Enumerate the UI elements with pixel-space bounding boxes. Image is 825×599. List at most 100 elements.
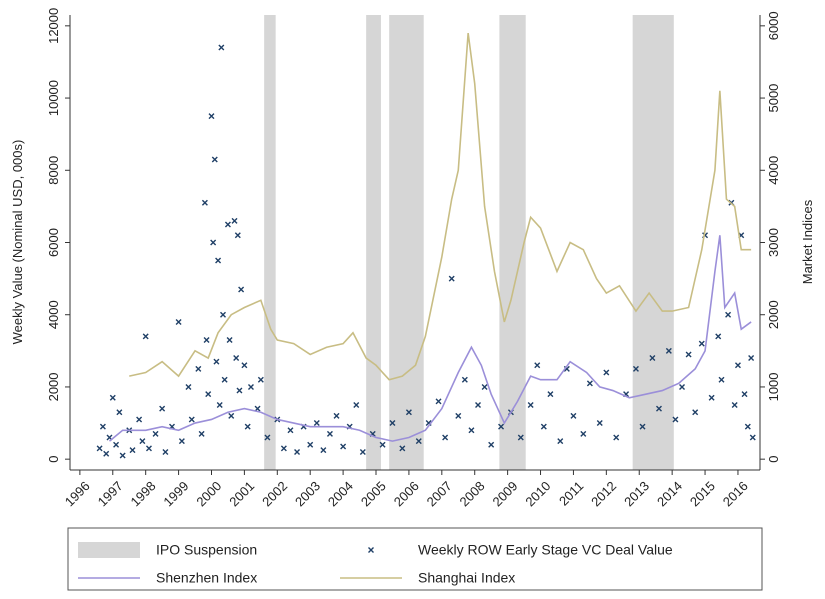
scatter-point	[734, 362, 741, 369]
scatter-point	[119, 452, 126, 459]
scatter-point	[632, 365, 639, 372]
scatter-point	[405, 409, 412, 416]
y-tick-label: 8000	[46, 156, 61, 185]
scatter-point	[326, 430, 333, 437]
ipo-suspension-band	[632, 15, 674, 470]
y2-tick-label: 4000	[766, 156, 781, 185]
scatter-point	[649, 355, 656, 362]
ipo-suspension-band	[499, 15, 526, 470]
plot-area	[264, 15, 674, 470]
y2-tick-label: 1000	[766, 372, 781, 401]
scatter-point	[455, 412, 462, 419]
scatter-point	[254, 405, 261, 412]
scatter-point	[749, 434, 756, 441]
scatter-point	[741, 391, 748, 398]
scatter-point	[748, 355, 755, 362]
scatter-point	[231, 217, 238, 224]
index-line	[129, 32, 752, 381]
y-axis-title: Weekly Value (Nominal USD, 000s)	[10, 140, 25, 345]
scatter-point	[399, 445, 406, 452]
scatter-point	[195, 365, 202, 372]
scatter-point	[116, 409, 123, 416]
scatter-point	[679, 383, 686, 390]
scatter-point	[103, 450, 110, 457]
y2-axis-title: Market Indices	[800, 199, 815, 284]
scatter-point	[435, 398, 442, 405]
scatter-point	[257, 376, 264, 383]
y2-tick-label: 3000	[766, 228, 781, 257]
scatter-point	[185, 383, 192, 390]
scatter-point	[264, 434, 271, 441]
scatter-point	[152, 430, 159, 437]
scatter-point	[527, 402, 534, 408]
scatter-point	[287, 427, 294, 434]
scatter-point	[218, 44, 225, 51]
scatter-point	[226, 337, 233, 343]
scatter-point	[228, 412, 235, 419]
scatter-point	[596, 420, 603, 427]
scatter-point	[162, 448, 169, 455]
scatter-point	[188, 416, 195, 423]
scatter-point	[244, 423, 251, 430]
scatter-point	[461, 376, 468, 383]
y2-tick-label: 2000	[766, 300, 781, 329]
scatter-point	[672, 416, 679, 423]
scatter-point	[220, 311, 226, 318]
scatter-point	[340, 443, 347, 450]
scatter-point	[307, 441, 314, 448]
scatter-point	[241, 362, 248, 369]
scatter-point	[744, 423, 751, 430]
y-tick-label: 4000	[46, 300, 61, 329]
scatter-point	[333, 412, 340, 419]
scatter-point	[731, 402, 738, 408]
legend-swatch	[368, 547, 374, 553]
y-tick-label: 6000	[46, 228, 61, 257]
scatter-point	[353, 402, 360, 408]
scatter-point	[481, 383, 488, 390]
scatter-point	[145, 445, 152, 452]
scatter-point	[139, 438, 146, 445]
scatter-point	[718, 376, 725, 383]
scatter-point	[415, 438, 422, 445]
scatter-point	[280, 445, 287, 452]
legend-label: Weekly ROW Early Stage VC Deal Value	[418, 542, 673, 558]
scatter-point	[178, 438, 185, 445]
scatter-point	[448, 275, 455, 282]
scatter-point	[175, 318, 182, 325]
scatter-point	[201, 199, 208, 206]
legend-box	[67, 527, 763, 591]
scatter-point	[203, 337, 210, 343]
y-tick-label: 2000	[46, 372, 61, 401]
scatter-point	[586, 380, 593, 387]
scatter-point	[234, 232, 241, 239]
y-tick-label: 12000	[46, 8, 61, 44]
scatter-point	[613, 434, 620, 441]
scatter-point	[475, 402, 482, 408]
scatter-point	[211, 156, 218, 163]
scatter-point	[379, 441, 386, 448]
scatter-point	[109, 394, 116, 401]
scatter-point	[468, 427, 475, 434]
scatter-point	[142, 333, 149, 340]
scatter-point	[320, 447, 327, 454]
scatter-point	[215, 257, 222, 264]
scatter-point	[442, 434, 449, 441]
scatter-point	[205, 391, 212, 398]
scatter-point	[725, 311, 732, 318]
scatter-point	[517, 434, 524, 441]
legend-label: Shenzhen Index	[156, 570, 257, 586]
y-tick-label: 10000	[46, 80, 61, 116]
scatter-point	[236, 387, 243, 394]
legend-label: Shanghai Index	[418, 570, 515, 586]
y-tick-label: 0	[46, 456, 61, 463]
scatter-point	[547, 391, 554, 398]
scatter-point	[129, 447, 136, 454]
ipo-suspension-band	[264, 15, 276, 470]
y2-tick-label: 0	[766, 456, 781, 463]
legend-label: IPO Suspension	[156, 542, 257, 558]
y2-tick-label: 6000	[766, 11, 781, 40]
scatter-point	[715, 333, 722, 340]
scatter-point	[389, 420, 396, 427]
scatter-point	[113, 441, 120, 448]
scatter-point	[488, 441, 495, 448]
